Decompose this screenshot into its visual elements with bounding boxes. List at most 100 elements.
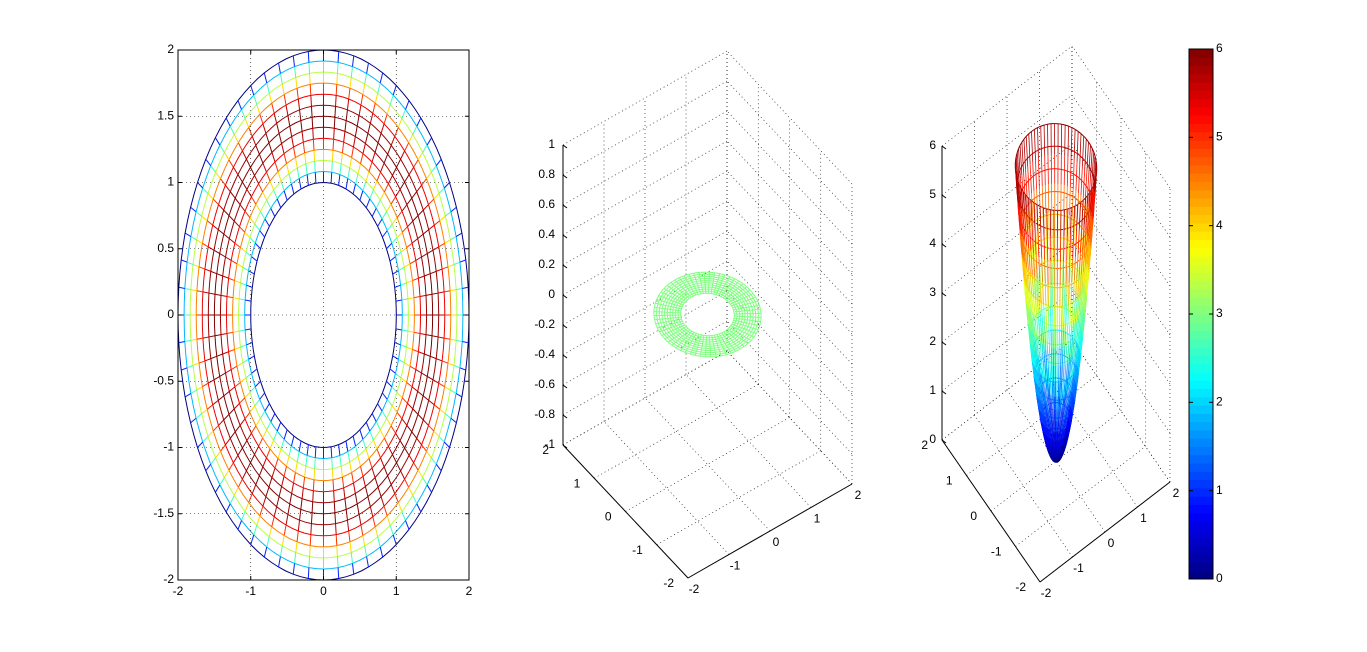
mesh-spoke <box>1070 127 1073 159</box>
mesh-spoke <box>1033 246 1036 271</box>
z-tick-label: -0.6 <box>534 377 555 391</box>
mesh-spoke <box>1031 332 1034 351</box>
y-tick-label: 2 <box>542 443 549 457</box>
mesh-spoke <box>399 440 406 449</box>
mesh-spoke <box>258 154 264 164</box>
mesh-spoke <box>1073 361 1077 379</box>
mesh-spoke <box>312 139 315 151</box>
mesh-spoke <box>411 431 418 439</box>
mesh-spoke <box>386 515 391 526</box>
colorbar-swatch <box>1189 90 1213 100</box>
mesh-spoke <box>1072 244 1075 269</box>
mesh-spoke <box>314 161 316 173</box>
mesh-spoke <box>1045 350 1048 368</box>
mesh-spoke <box>387 475 392 485</box>
mesh-spoke <box>1039 358 1042 376</box>
mesh-spoke <box>435 158 442 167</box>
mesh-spoke <box>437 336 445 339</box>
mesh-spoke <box>416 438 422 446</box>
mesh-spoke <box>374 92 379 104</box>
mesh-spoke <box>421 178 427 186</box>
mesh-spoke <box>242 266 249 272</box>
wall-grid <box>941 45 1073 147</box>
mesh-spoke <box>1048 419 1051 430</box>
mesh-spoke <box>1031 131 1034 162</box>
mesh-spoke <box>1073 381 1076 397</box>
mesh-spoke <box>1064 363 1067 380</box>
mesh-spoke <box>1021 188 1024 217</box>
mesh-spoke <box>413 296 421 299</box>
colorbar-tick-label: 5 <box>1216 130 1223 144</box>
mesh-spoke <box>294 552 297 564</box>
mesh-spoke <box>656 298 683 308</box>
mesh-spoke <box>731 296 756 307</box>
y-tick-label: 0 <box>970 509 977 523</box>
mesh-spoke <box>184 287 191 291</box>
mesh-spoke <box>1050 451 1052 457</box>
mesh-spoke <box>718 333 732 354</box>
mesh-spoke <box>1032 364 1036 381</box>
mesh-spoke <box>1045 435 1049 444</box>
mesh-spoke <box>283 94 287 106</box>
mesh-spoke <box>346 98 350 110</box>
mesh-spoke <box>1027 166 1030 196</box>
wall-grid <box>1071 143 1171 287</box>
colorbar-swatch <box>1189 347 1213 356</box>
mesh-spoke <box>1036 384 1040 399</box>
mesh-spoke <box>351 472 354 484</box>
mesh-spoke <box>1063 428 1066 439</box>
mesh-spoke <box>246 342 253 346</box>
mesh-spoke <box>307 51 310 63</box>
mesh-spoke <box>1086 206 1090 233</box>
mesh-spoke <box>1075 161 1078 191</box>
wall-grid <box>1071 45 1171 189</box>
mesh-spoke <box>214 484 221 493</box>
mesh-spoke <box>1076 299 1079 321</box>
mesh-spoke <box>728 327 752 341</box>
mesh-spoke <box>1070 393 1073 407</box>
mesh-spoke <box>259 211 266 220</box>
mesh-spoke <box>406 280 413 284</box>
mesh-spoke <box>1046 428 1049 438</box>
mesh-spoke <box>1082 224 1085 251</box>
mesh-spoke <box>280 180 285 191</box>
x-tick-label: 0 <box>773 535 780 549</box>
mesh-spoke <box>1046 326 1048 346</box>
mesh-spoke <box>421 372 428 377</box>
mesh-spoke <box>362 83 366 95</box>
mesh-spoke <box>259 114 264 124</box>
mesh-spoke <box>360 466 364 477</box>
mesh-spoke <box>1040 126 1042 157</box>
mesh-spoke <box>401 226 408 233</box>
mesh-spoke <box>201 215 208 222</box>
mesh-spoke <box>381 211 388 220</box>
mesh-spoke <box>340 152 343 164</box>
mesh-spoke <box>336 73 338 85</box>
mesh-spoke <box>1082 284 1085 307</box>
mesh-spoke <box>1066 405 1069 418</box>
mesh-spoke <box>383 506 388 516</box>
mesh-spoke <box>335 95 337 107</box>
mesh-spoke <box>234 197 241 205</box>
mesh-spoke <box>238 329 246 332</box>
y-tick-label: 1 <box>574 476 581 490</box>
mesh-spoke <box>1083 197 1087 225</box>
mesh-spoke <box>1066 402 1069 416</box>
mesh-spoke <box>217 395 225 401</box>
mesh-spoke <box>1043 404 1046 417</box>
mesh-spoke <box>365 198 371 208</box>
mesh-spoke <box>364 73 368 85</box>
mesh-spoke <box>262 457 267 468</box>
mesh-spoke <box>1023 261 1027 285</box>
mesh-spoke <box>381 410 388 419</box>
colorbar-swatch <box>1189 529 1213 539</box>
mesh-spoke <box>230 365 238 371</box>
colorbar-swatch <box>1189 247 1213 257</box>
z-tick-label: 1 <box>548 137 555 151</box>
mesh-spoke <box>278 486 283 497</box>
mesh-spoke <box>1068 353 1071 371</box>
mesh-spoke <box>366 556 369 568</box>
mesh-spoke <box>1048 444 1051 452</box>
mesh-spoke <box>412 348 419 353</box>
mesh-spoke <box>431 165 437 173</box>
